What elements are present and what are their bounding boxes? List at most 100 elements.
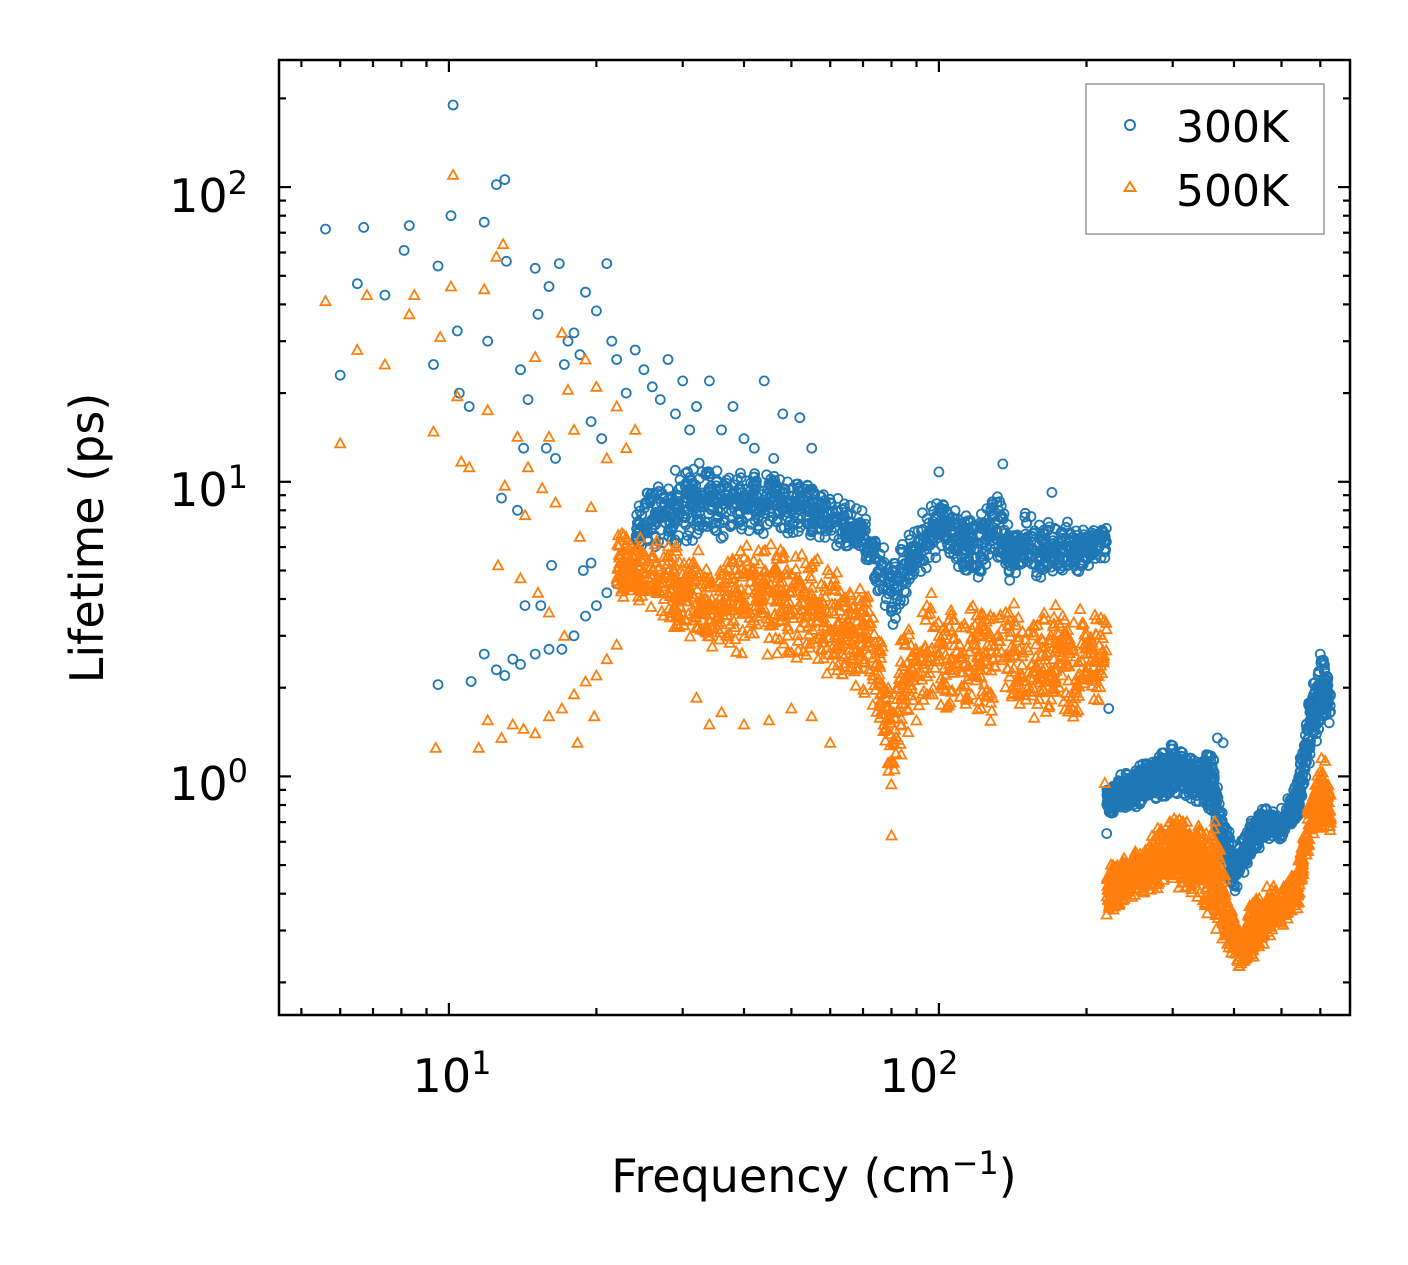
300k-point: [912, 537, 923, 548]
300k-point: [906, 551, 918, 563]
300k-point: [668, 508, 679, 520]
300k-point: [758, 528, 769, 539]
500k-point: [916, 605, 930, 618]
300k-point: [735, 472, 747, 484]
300k-point: [749, 471, 760, 483]
300k-point: [750, 478, 762, 490]
300k-point: [792, 526, 804, 537]
300k-point: [803, 486, 815, 498]
300k-point: [704, 470, 716, 482]
300k-point: [662, 354, 674, 365]
300k-point: [877, 581, 889, 593]
300k-point: [962, 515, 974, 527]
300k-point: [745, 518, 757, 530]
300k-point: [684, 424, 696, 436]
500k-point: [984, 713, 998, 726]
300k-point: [917, 524, 929, 535]
300k-point: [937, 516, 949, 528]
300k-point: [447, 99, 459, 111]
300k-point: [712, 511, 723, 522]
300k-point: [1101, 522, 1112, 534]
300k-point: [860, 513, 871, 525]
300k-point: [499, 670, 511, 681]
300k-point: [748, 442, 760, 454]
300k-point: [992, 546, 1004, 558]
300k-point: [620, 387, 632, 399]
300k-point: [580, 286, 591, 298]
500k-point: [909, 713, 923, 726]
300k-point: [889, 561, 901, 573]
300k-point: [1057, 564, 1068, 576]
300k-point: [432, 679, 444, 690]
300k-point: [428, 359, 439, 370]
300k-point: [568, 630, 580, 642]
300k-point: [749, 468, 760, 480]
300k-point: [956, 552, 968, 563]
300k-point: [577, 565, 589, 576]
300k-point: [403, 220, 415, 232]
300k-point: [1016, 537, 1028, 548]
300k-point: [839, 498, 850, 510]
300k-point: [915, 566, 927, 577]
300k-point: [806, 442, 818, 454]
300k-point: [1028, 528, 1039, 540]
300k-point: [800, 483, 812, 495]
300k-point: [550, 452, 561, 464]
300k-point: [771, 516, 783, 528]
500k-point: [764, 537, 778, 550]
300k-point: [695, 497, 706, 509]
300k-point: [1056, 560, 1068, 572]
300k-point: [585, 557, 597, 569]
300k-point: [669, 464, 681, 476]
300k-point: [601, 258, 613, 270]
300k-point: [682, 466, 693, 478]
300k-point: [832, 492, 844, 504]
300k-point: [981, 503, 993, 515]
300k-point: [515, 364, 526, 376]
300k-point: [681, 535, 692, 547]
300k-point: [752, 513, 764, 524]
500k-point: [1007, 596, 1021, 609]
300k-point: [568, 327, 580, 339]
300k-point: [601, 587, 613, 599]
300k-point: [790, 478, 802, 490]
300k-point: [830, 511, 841, 523]
500k-point: [1073, 602, 1087, 614]
300k-point: [490, 179, 502, 191]
300k-point: [964, 536, 976, 548]
series-500k: [318, 168, 1338, 971]
300k-point: [894, 598, 906, 610]
300k-point: [638, 364, 650, 376]
300k-point: [957, 530, 969, 542]
300k-point: [1103, 703, 1115, 714]
300k-point: [887, 604, 898, 616]
300k-point: [652, 512, 663, 523]
300k-point: [809, 494, 820, 506]
300k-point: [535, 600, 547, 611]
300k-point: [896, 544, 908, 555]
300k-point: [815, 512, 827, 524]
500k-point: [762, 631, 776, 644]
300k-point: [451, 325, 463, 337]
300k-point: [675, 481, 686, 493]
300k-point: [658, 498, 670, 510]
300k-point: [629, 344, 641, 356]
300k-point: [532, 308, 544, 320]
300k-point: [778, 486, 790, 498]
300k-point: [500, 255, 512, 267]
300k-point: [1006, 548, 1018, 560]
300k-point: [1025, 511, 1037, 522]
300k-point: [883, 573, 895, 585]
300k-point: [685, 512, 697, 524]
300k-point: [490, 664, 502, 676]
300k-point: [933, 466, 945, 478]
300k-point: [956, 556, 968, 568]
300k-point: [958, 525, 970, 536]
300k-point: [445, 210, 457, 222]
300k-point: [1071, 565, 1083, 576]
300k-point: [1007, 542, 1018, 554]
300k-point: [1099, 546, 1111, 558]
series-300k: [320, 99, 1336, 897]
300k-point: [358, 221, 370, 233]
300k-point: [591, 305, 602, 317]
